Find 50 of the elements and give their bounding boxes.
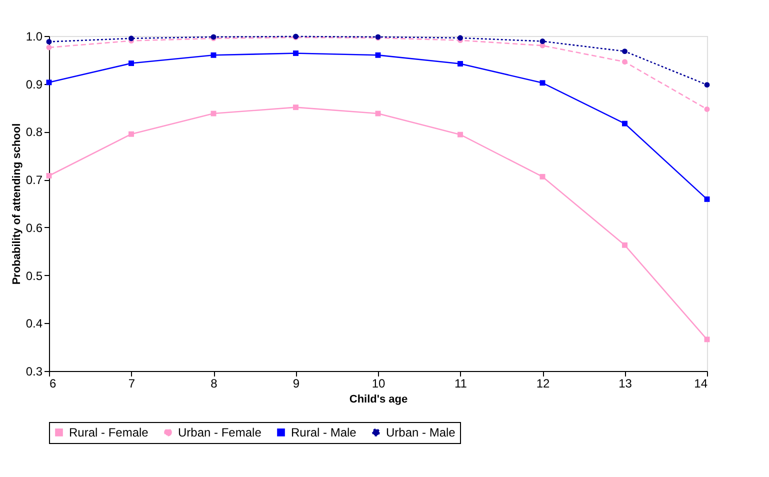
x-tick-label: 12	[536, 376, 550, 390]
x-tick-label: 14	[694, 376, 708, 390]
y-tick-label: 1.0	[26, 30, 43, 44]
point	[46, 173, 52, 178]
y-axis-title: Probability of attending school	[10, 123, 23, 285]
legend-label: Urban - Female	[178, 425, 262, 440]
y-tick-label: 0.3	[26, 364, 43, 378]
x-tick-label: 13	[618, 376, 632, 390]
y-tick-label: 0.6	[26, 220, 43, 235]
point	[622, 120, 628, 126]
point	[704, 82, 710, 88]
point	[540, 38, 546, 44]
x-tick-label: 9	[292, 376, 300, 390]
point	[704, 336, 710, 342]
point	[622, 48, 628, 54]
point	[128, 131, 134, 137]
legend-label: Urban - Male	[386, 425, 456, 440]
point	[293, 50, 298, 56]
point	[128, 36, 134, 42]
point	[210, 110, 216, 116]
point	[458, 132, 463, 138]
point	[458, 61, 463, 66]
point	[375, 52, 381, 58]
point	[46, 39, 52, 44]
point	[540, 80, 546, 86]
y-tick-label: 0.9	[26, 77, 43, 92]
point	[210, 52, 216, 58]
point	[622, 242, 628, 248]
point	[375, 110, 381, 116]
y-tick-label: 0.8	[26, 125, 43, 140]
point	[128, 60, 134, 66]
legend-label: Rural - Female	[69, 425, 149, 440]
point	[622, 59, 628, 65]
y-tick-label: 0.4	[26, 316, 43, 331]
x-tick-label: 8	[210, 376, 218, 390]
y-tick-label: 0.5	[26, 268, 43, 283]
point	[293, 104, 298, 110]
point	[704, 196, 710, 202]
point	[704, 106, 710, 112]
point	[46, 44, 52, 50]
point	[458, 35, 463, 41]
x-tick-label: 7	[128, 376, 136, 390]
point	[540, 174, 546, 180]
legend-label: Rural - Male	[291, 425, 357, 440]
x-tick-label: 6	[50, 376, 56, 390]
point	[46, 80, 52, 86]
x-tick-label: 11	[454, 376, 468, 390]
x-tick-label: 10	[372, 376, 386, 390]
y-tick-label: 0.7	[26, 173, 43, 188]
x-axis-title: Child's age	[349, 394, 408, 406]
